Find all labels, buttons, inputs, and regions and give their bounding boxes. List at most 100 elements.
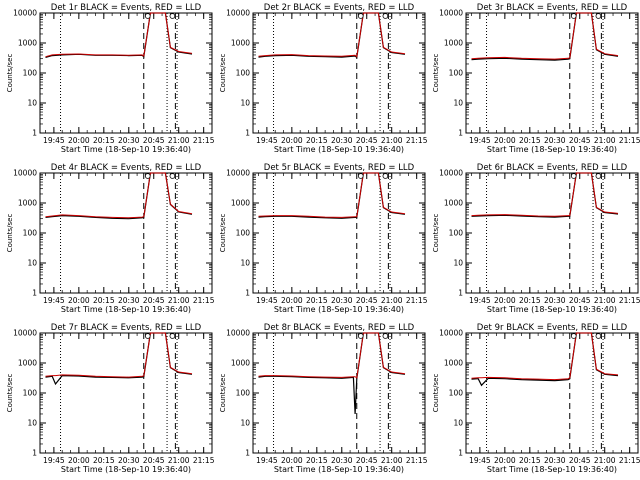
panel-title: Det 4r BLACK = Events, RED = LLD	[51, 163, 202, 173]
plot-frame	[39, 12, 213, 134]
panel-title: Det 7r BLACK = Events, RED = LLD	[51, 323, 202, 333]
y-tick-label: 100	[23, 69, 38, 78]
panel-title: Det 3r BLACK = Events, RED = LLD	[477, 3, 628, 13]
x-axis-label: Start Time (18-Sep-10 19:36:40)	[61, 465, 191, 474]
panel-title: Det 9r BLACK = Events, RED = LLD	[477, 323, 628, 333]
x-axis-label: Start Time (18-Sep-10 19:36:40)	[61, 145, 191, 154]
y-tick-label: 1	[245, 129, 250, 138]
x-tick-label: 20:15	[519, 136, 541, 145]
y-tick-label: 10000	[13, 169, 37, 178]
lld-series-line	[45, 172, 193, 219]
x-tick-label: 20:45	[569, 456, 591, 465]
y-tick-label: 1	[245, 449, 250, 458]
lld-series-line	[45, 332, 193, 378]
x-tick-label: 21:15	[406, 296, 428, 305]
plot-frame	[252, 12, 426, 134]
x-tick-label: 20:30	[544, 296, 566, 305]
y-axis-label: Counts/sec	[6, 54, 14, 93]
x-axis-label: Start Time (18-Sep-10 19:36:40)	[274, 305, 404, 314]
plot-frame	[252, 332, 426, 454]
x-tick-label: 20:45	[356, 456, 378, 465]
x-tick-label: 20:00	[494, 296, 516, 305]
events-series-line	[45, 172, 193, 220]
panel-title: Det 2r BLACK = Events, RED = LLD	[264, 3, 415, 13]
lld-series-line	[258, 332, 406, 379]
detector-panel-3: Det 3r BLACK = Events, RED = LLD Counts/s…	[432, 3, 640, 154]
x-tick-label: 20:15	[306, 136, 328, 145]
x-tick-label: 21:15	[619, 456, 640, 465]
events-series-line	[258, 332, 406, 415]
y-axis-label: Counts/sec	[432, 374, 440, 413]
y-tick-label: 10	[240, 99, 250, 108]
y-tick-label: 10	[453, 419, 463, 428]
x-tick-label: 20:45	[143, 136, 165, 145]
x-tick-label: 20:45	[356, 136, 378, 145]
x-tick-label: 20:30	[118, 136, 140, 145]
saturation-marker	[595, 13, 602, 19]
y-tick-label: 1000	[231, 199, 250, 208]
x-tick-label: 20:00	[494, 136, 516, 145]
saturation-marker	[570, 173, 577, 179]
x-tick-label: 19:45	[256, 136, 278, 145]
x-tick-label: 19:45	[256, 456, 278, 465]
x-tick-label: 20:00	[281, 136, 303, 145]
x-tick-label: 20:30	[544, 456, 566, 465]
detector-panel-5: Det 5r BLACK = Events, RED = LLD Counts/s…	[219, 163, 428, 314]
x-tick-label: 19:45	[469, 456, 491, 465]
x-tick-label: 20:15	[519, 296, 541, 305]
y-tick-label: 10	[453, 99, 463, 108]
x-tick-label: 21:00	[594, 456, 616, 465]
detector-panel-2: Det 2r BLACK = Events, RED = LLD Counts/s…	[219, 3, 428, 154]
saturation-marker	[144, 173, 151, 179]
y-tick-label: 10	[27, 419, 37, 428]
saturation-marker	[382, 173, 389, 179]
x-axis-label: Start Time (18-Sep-10 19:36:40)	[274, 145, 404, 154]
y-tick-label: 1000	[231, 39, 250, 48]
lld-series-line	[258, 172, 406, 218]
y-tick-label: 1000	[18, 199, 37, 208]
y-axis-label: Counts/sec	[219, 374, 227, 413]
saturation-marker	[382, 333, 389, 339]
plot-frame	[39, 332, 213, 454]
x-tick-label: 20:15	[306, 456, 328, 465]
x-tick-label: 20:45	[569, 296, 591, 305]
y-tick-label: 100	[236, 69, 251, 78]
x-tick-label: 20:15	[93, 296, 115, 305]
x-tick-label: 20:30	[544, 136, 566, 145]
y-tick-label: 1	[458, 289, 463, 298]
x-tick-label: 20:00	[281, 456, 303, 465]
x-axis-label: Start Time (18-Sep-10 19:36:40)	[61, 305, 191, 314]
y-axis-label: Counts/sec	[6, 374, 14, 413]
x-tick-label: 20:30	[118, 296, 140, 305]
x-tick-label: 21:15	[406, 136, 428, 145]
y-tick-label: 10	[27, 99, 37, 108]
x-tick-label: 21:00	[381, 296, 403, 305]
x-tick-label: 20:30	[118, 456, 140, 465]
saturation-marker	[570, 333, 577, 339]
saturation-marker	[357, 173, 364, 179]
lld-series-line	[45, 12, 193, 58]
saturation-marker	[595, 333, 602, 339]
x-tick-label: 19:45	[43, 136, 65, 145]
saturation-marker	[169, 333, 176, 339]
detector-panel-4: Det 4r BLACK = Events, RED = LLD Counts/s…	[6, 163, 215, 314]
x-tick-label: 20:30	[331, 456, 353, 465]
x-tick-label: 20:00	[68, 296, 90, 305]
y-tick-label: 10	[240, 419, 250, 428]
x-tick-label: 19:45	[43, 296, 65, 305]
y-tick-label: 10	[240, 259, 250, 268]
x-tick-label: 21:00	[168, 296, 190, 305]
x-tick-label: 19:45	[469, 296, 491, 305]
x-tick-label: 20:30	[331, 296, 353, 305]
y-tick-label: 1	[32, 289, 37, 298]
x-tick-label: 21:00	[594, 296, 616, 305]
y-tick-label: 1	[32, 449, 37, 458]
events-series-line	[258, 12, 406, 59]
y-tick-label: 10000	[226, 169, 250, 178]
saturation-marker	[570, 13, 577, 19]
y-tick-label: 1	[458, 129, 463, 138]
events-series-line	[471, 12, 619, 61]
y-tick-label: 1000	[444, 39, 463, 48]
saturation-marker	[357, 13, 364, 19]
